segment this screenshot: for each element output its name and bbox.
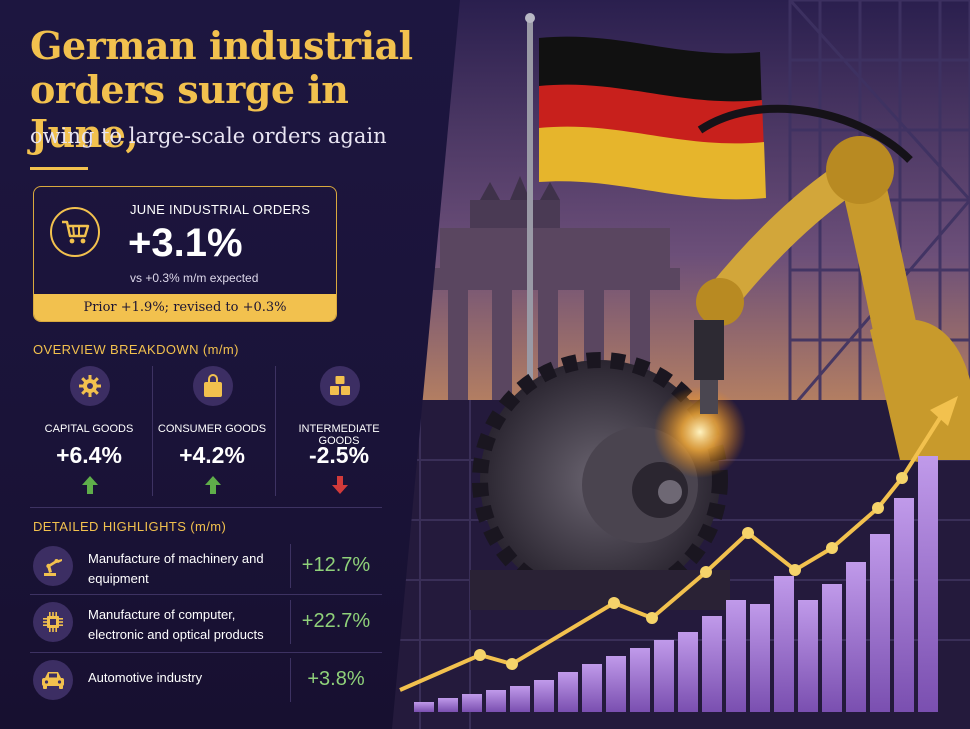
arrow-down-icon bbox=[332, 476, 348, 494]
value-divider bbox=[290, 600, 291, 644]
growth-bar bbox=[582, 664, 602, 712]
overview-consumer-goods: CONSUMER GOODS +4.2% bbox=[153, 364, 271, 498]
overview-intermediate-goods: INTERMEDIATE GOODS -2.5% bbox=[278, 364, 400, 498]
overview-label: CAPITAL GOODS bbox=[44, 423, 134, 435]
highlight-value: +3.8% bbox=[307, 668, 365, 690]
overview-breakdown: CAPITAL GOODS +6.4% CONSUMER GOODS +4.2% bbox=[30, 364, 406, 500]
robot-arm-icon bbox=[33, 546, 73, 586]
growth-bar bbox=[846, 562, 866, 712]
growth-bar bbox=[414, 702, 434, 712]
growth-bar bbox=[774, 576, 794, 712]
overview-value: +4.2% bbox=[179, 442, 245, 468]
page-title: German industrial orders surge in June, bbox=[30, 23, 413, 156]
growth-bar bbox=[678, 632, 698, 712]
column-divider bbox=[275, 366, 276, 496]
growth-bars bbox=[414, 456, 938, 712]
growth-bar bbox=[630, 648, 650, 712]
growth-bar bbox=[486, 690, 506, 712]
arrow-up-icon bbox=[82, 476, 98, 494]
boxes-icon bbox=[320, 366, 360, 406]
overview-value: +6.4% bbox=[56, 442, 122, 468]
overview-heading: OVERVIEW BREAKDOWN (m/m) bbox=[33, 342, 239, 357]
growth-bar bbox=[438, 698, 458, 712]
gear-machine bbox=[470, 352, 730, 610]
growth-bar bbox=[558, 672, 578, 712]
page-subtitle: owing to large-scale orders again bbox=[30, 124, 387, 148]
value-divider bbox=[290, 658, 291, 702]
shopping-bag-icon bbox=[193, 366, 233, 406]
column-divider bbox=[152, 366, 153, 496]
robot-arm bbox=[694, 104, 970, 462]
overview-capital-goods: CAPITAL GOODS +6.4% bbox=[30, 364, 148, 498]
row-divider bbox=[30, 594, 382, 595]
info-panel: German industrial orders surge in June, … bbox=[0, 0, 460, 729]
growth-bar bbox=[534, 680, 554, 712]
highlight-row-automotive: Automotive industry +3.8% bbox=[30, 654, 382, 706]
june-orders-expected: vs +0.3% m/m expected bbox=[130, 271, 259, 285]
microchip-icon bbox=[33, 602, 73, 642]
growth-bar bbox=[654, 640, 674, 712]
row-divider bbox=[30, 652, 382, 653]
growth-bar bbox=[702, 616, 722, 712]
growth-bar bbox=[510, 686, 530, 712]
title-underline bbox=[30, 167, 88, 170]
highlights-heading: DETAILED HIGHLIGHTS (m/m) bbox=[33, 519, 227, 534]
growth-bar bbox=[894, 498, 914, 712]
highlight-label: Manufacture of machinery and equipment bbox=[88, 551, 264, 586]
june-orders-label: JUNE INDUSTRIAL ORDERS bbox=[130, 202, 311, 217]
highlight-value: +22.7% bbox=[301, 610, 371, 632]
arrow-up-icon bbox=[205, 476, 221, 494]
growth-bar bbox=[750, 604, 770, 712]
growth-bar bbox=[918, 456, 938, 712]
value-divider bbox=[290, 544, 291, 588]
growth-bar bbox=[606, 656, 626, 712]
highlight-row-electronics: Manufacture of computer, electronic and … bbox=[30, 596, 382, 648]
brandenburg-gate bbox=[430, 176, 680, 400]
overview-label: INTERMEDIATE GOODS bbox=[298, 423, 380, 447]
growth-bar bbox=[822, 584, 842, 712]
growth-bar bbox=[798, 600, 818, 712]
highlight-label: Automotive industry bbox=[88, 670, 203, 685]
trend-points bbox=[474, 472, 908, 670]
growth-bar bbox=[726, 600, 746, 712]
trend-arrow-head bbox=[930, 396, 958, 426]
highlight-row-machinery: Manufacture of machinery and equipment +… bbox=[30, 540, 382, 592]
june-orders-card: JUNE INDUSTRIAL ORDERS +3.1% vs +0.3% m/… bbox=[33, 186, 337, 322]
overview-label: CONSUMER GOODS bbox=[157, 423, 267, 435]
german-flag bbox=[525, 13, 766, 408]
highlight-label: Manufacture of computer, electronic and … bbox=[88, 607, 264, 642]
growth-bar bbox=[870, 534, 890, 712]
june-orders-value: +3.1% bbox=[128, 221, 243, 265]
car-icon bbox=[33, 660, 73, 700]
gear-icon bbox=[70, 366, 110, 406]
overview-value: -2.5% bbox=[308, 442, 370, 468]
june-orders-prior: Prior +1.9%; revised to +0.3% bbox=[34, 294, 336, 321]
growth-bar bbox=[462, 694, 482, 712]
highlight-value: +12.7% bbox=[301, 554, 371, 576]
section-divider bbox=[30, 507, 382, 508]
shopping-cart-icon bbox=[50, 207, 100, 257]
